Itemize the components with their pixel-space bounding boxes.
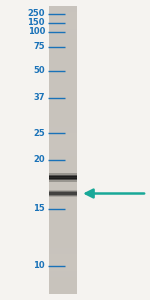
Bar xyxy=(50,104,76,110)
Bar xyxy=(50,184,76,190)
Bar xyxy=(50,6,76,12)
Bar xyxy=(50,46,76,52)
Bar xyxy=(50,87,76,92)
Text: 20: 20 xyxy=(33,155,45,164)
Bar xyxy=(50,192,76,195)
Bar xyxy=(50,179,76,182)
Bar xyxy=(50,150,76,156)
Bar xyxy=(50,92,76,98)
Bar xyxy=(50,173,76,179)
Bar xyxy=(50,176,76,179)
Bar xyxy=(50,161,76,167)
Text: 100: 100 xyxy=(28,27,45,36)
Bar xyxy=(50,265,76,271)
Bar xyxy=(50,98,76,104)
Bar xyxy=(50,64,76,69)
Bar xyxy=(50,196,76,202)
Bar xyxy=(50,110,76,116)
Bar xyxy=(50,75,76,81)
Bar xyxy=(50,12,76,17)
Bar xyxy=(50,202,76,208)
Text: 150: 150 xyxy=(27,18,45,27)
Bar xyxy=(50,167,76,173)
Bar xyxy=(50,260,76,265)
Text: 15: 15 xyxy=(33,204,45,213)
Bar xyxy=(50,179,76,184)
Bar xyxy=(50,121,76,127)
Bar xyxy=(50,271,76,277)
Bar xyxy=(50,52,76,58)
Bar xyxy=(50,283,76,288)
Bar xyxy=(50,17,76,23)
Bar xyxy=(50,277,76,283)
Text: 50: 50 xyxy=(33,66,45,75)
Bar xyxy=(50,173,76,176)
Bar xyxy=(50,288,76,294)
Bar xyxy=(50,156,76,161)
Bar xyxy=(50,29,76,35)
Bar xyxy=(50,58,76,64)
Bar xyxy=(50,175,76,177)
Bar xyxy=(50,225,76,231)
Bar xyxy=(50,6,76,294)
Bar xyxy=(50,127,76,133)
Bar xyxy=(50,194,76,196)
Bar xyxy=(50,133,76,139)
Bar xyxy=(50,254,76,260)
Bar xyxy=(50,69,76,75)
Bar xyxy=(50,191,76,194)
Bar xyxy=(50,208,76,213)
Text: 10: 10 xyxy=(33,261,45,270)
Text: 25: 25 xyxy=(33,129,45,138)
Text: 75: 75 xyxy=(33,42,45,51)
Bar xyxy=(50,144,76,150)
Bar xyxy=(50,219,76,225)
Bar xyxy=(50,231,76,236)
Bar xyxy=(50,40,76,46)
Bar xyxy=(50,236,76,242)
Bar xyxy=(50,35,76,41)
Bar xyxy=(50,248,76,254)
Bar xyxy=(50,190,76,196)
Bar xyxy=(50,213,76,219)
Bar xyxy=(50,195,76,197)
Bar xyxy=(50,178,76,180)
Bar xyxy=(50,242,76,248)
Bar xyxy=(50,190,76,192)
Bar xyxy=(50,23,76,29)
Text: 37: 37 xyxy=(33,93,45,102)
Bar xyxy=(50,116,76,121)
Text: 250: 250 xyxy=(27,9,45,18)
Bar xyxy=(50,81,76,87)
Bar xyxy=(50,139,76,144)
